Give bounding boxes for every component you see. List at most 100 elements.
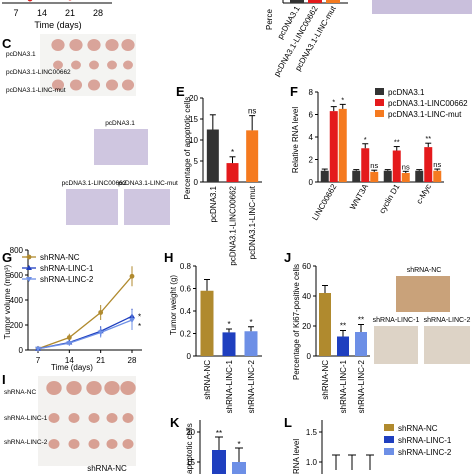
chartE-ytick-label: 10 <box>189 136 198 145</box>
chartH-ytick-label: 0.6 <box>180 285 192 294</box>
legend-swatch-linc-mut <box>375 110 384 117</box>
chartE-xtick-label: pcDNA3.1-LINC-mut <box>248 185 257 259</box>
tumor-specimen <box>105 79 119 91</box>
chartE-bar <box>206 129 219 182</box>
tumor-specimen <box>120 381 136 395</box>
panel-k-letter: K <box>170 415 180 430</box>
top-bar-chart-fragment: pcDNA3.1 pcDNA3.1-LINC00662 pcDNA3.1-LIN… <box>265 0 472 78</box>
chartF-ytick-label: 0 <box>309 178 314 187</box>
panel-j-letter: J <box>284 250 291 265</box>
tumor-specimen <box>51 39 65 51</box>
panel-l-letter: L <box>284 415 292 430</box>
top-xlabel: Time (days) <box>34 20 81 30</box>
panel-k-xlabel: shRNA-NC <box>87 464 127 473</box>
chartG-point <box>98 310 104 315</box>
tumor-specimen <box>88 413 100 423</box>
panel-c-tumor-photo <box>40 34 136 96</box>
chartG-ytick-label: 600 <box>10 271 24 280</box>
chartF-bar <box>424 147 433 182</box>
chartG-ytick-label: 0 <box>19 346 24 355</box>
legend-swatch-linc00662 <box>375 99 384 106</box>
top-ylabel-partial: Perce <box>265 9 274 30</box>
panel-k-bar-3 <box>232 462 246 474</box>
chartF-sig: * <box>364 135 367 144</box>
chartH-ytick-label: 0.8 <box>180 262 192 271</box>
chartH-ytick-label: 0 <box>187 352 192 361</box>
panel-j-img-label-3: shRNA-LINC-2 <box>424 317 471 324</box>
chartF-bar <box>361 148 370 182</box>
chartH-xtick-label: shRNA-LINC-2 <box>247 359 256 413</box>
tumor-specimen <box>66 381 82 395</box>
chartF-bar <box>415 170 424 182</box>
panel-g-letter: G <box>2 250 12 265</box>
chartJ-bar <box>319 293 331 356</box>
legend-swatch-linc1 <box>384 436 394 443</box>
panel-i-row-1: shRNA-NC <box>4 389 36 396</box>
chartG-xtick-label: 28 <box>128 356 137 365</box>
chartF-xtick-label: LINC00662 <box>310 182 338 222</box>
chartF-bar <box>352 170 361 182</box>
panel-l-legend: shRNA-NC shRNA-LINC-1 shRNA-LINC-2 <box>384 424 452 457</box>
panel-g-legend-3: shRNA-LINC-2 <box>40 275 94 284</box>
tumor-specimen <box>71 60 81 70</box>
chartF-bar <box>433 170 442 182</box>
legend-swatch-linc2 <box>384 448 394 455</box>
panel-l-legend-3: shRNA-LINC-2 <box>398 448 452 457</box>
panel-g-ylabel: Tumor volume (mm³) <box>3 264 12 339</box>
panel-l-tick-10: 1.0 <box>306 458 318 467</box>
top-tick-7: 7 <box>13 8 18 18</box>
panel-f-letter: F <box>290 84 298 99</box>
chartF-sig: ** <box>394 138 400 147</box>
panel-i-row-3: shRNA-LINC-2 <box>4 439 48 446</box>
tumor-specimen <box>106 439 118 449</box>
panel-l-legend-2: shRNA-LINC-1 <box>398 436 452 445</box>
panel-g-legend-1: shRNA-NC <box>40 253 80 262</box>
chartF-sig: * <box>341 95 344 104</box>
panel-i-letter: I <box>2 372 6 387</box>
chartG-point <box>35 346 41 352</box>
tumor-specimen <box>86 381 102 395</box>
chartH-xtick-label: shRNA-NC <box>203 360 212 400</box>
chartF-xtick-label: WNT3A <box>348 182 370 211</box>
tumor-specimen <box>122 439 134 449</box>
panel-f-legend-1: pcDNA3.1 <box>388 88 425 97</box>
chartF-bar <box>383 170 392 182</box>
panel-k-tick-15: 15 <box>186 458 195 467</box>
panel-d-label-3: pcDNA3.1-LINC-mut <box>118 180 178 187</box>
chartF-xtick-label: c-Myc <box>415 183 433 206</box>
chartG-point <box>66 341 73 347</box>
chartE-ytick-label: 20 <box>189 94 198 103</box>
chartG-sig: * <box>138 312 141 321</box>
panel-e-ylabel: Percentage of apoptotic cells <box>183 97 192 200</box>
tumor-specimen <box>122 413 134 423</box>
tumor-specimen <box>107 60 117 70</box>
chartG-point <box>97 330 104 336</box>
tumor-specimen <box>105 39 119 51</box>
chartG-ytick-label: 200 <box>10 321 24 330</box>
panel-j-ylabel: Percentage of Ki67-positive cells <box>292 264 301 380</box>
top-tick-14: 14 <box>37 8 47 18</box>
tumor-specimen <box>87 39 101 51</box>
chartH-bar <box>222 332 236 356</box>
chartH-xtick-label: shRNA-LINC-1 <box>225 359 234 413</box>
panel-e-chart: 0 5 10 15 20 pcDNA3.1 * pcDNA3.1-LINC00662 ns pcD… <box>189 94 262 266</box>
chartH-bar <box>244 331 258 356</box>
chartF-xtick-label: cyclin D1 <box>377 182 401 215</box>
panel-k-tick-20: 20 <box>186 428 195 437</box>
chartF-ytick-label: 4 <box>309 133 314 142</box>
chartH-sig: * <box>249 318 252 327</box>
chartG-ytick-label: 800 <box>10 246 24 255</box>
chartJ-ytick-label: 60 <box>302 262 311 271</box>
chartJ-ytick-label: 0 <box>307 352 312 361</box>
panel-g-legend-2: shRNA-LINC-1 <box>40 264 94 273</box>
panel-l-error-bars <box>332 454 374 470</box>
chartJ-ytick-label: 20 <box>302 322 311 331</box>
tumor-specimen <box>121 79 135 91</box>
chartG-point <box>129 318 135 323</box>
top-histology-fragment <box>372 0 472 14</box>
chartG-point <box>66 335 72 340</box>
chartE-bar <box>226 163 239 182</box>
chartE-ytick-label: 0 <box>194 178 199 187</box>
chartF-bar <box>338 108 347 182</box>
